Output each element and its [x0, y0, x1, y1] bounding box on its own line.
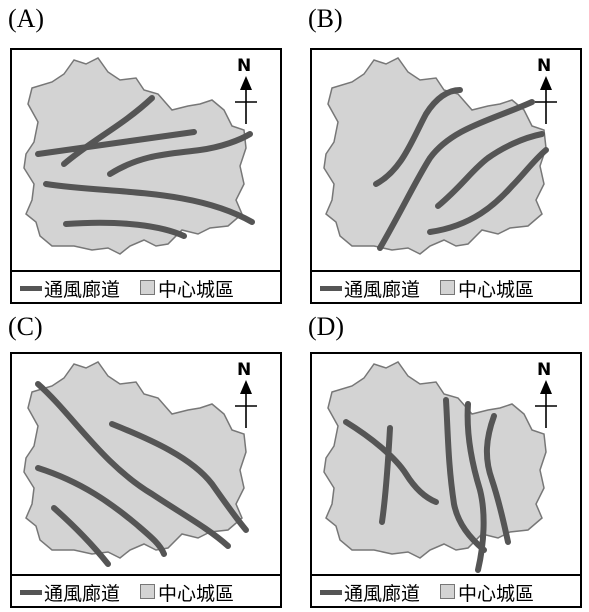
map-b [323, 57, 549, 255]
corridor-legend-swatch [20, 590, 42, 595]
corridor-legend-swatch [320, 286, 342, 291]
city-legend-label: 中心城區 [158, 583, 235, 605]
north-arrow-icon [235, 380, 257, 428]
north-arrow: N [534, 360, 558, 430]
central-city-area [23, 57, 247, 255]
map-d [323, 361, 547, 573]
corridor-b-3 [435, 131, 545, 209]
legend: 通風廊道 中心城區 [12, 270, 280, 302]
corridor-c-2 [109, 421, 249, 533]
corridor-a-5 [63, 219, 187, 239]
panel-b: (B) N 通風廊道 中心城區 [308, 4, 584, 304]
corridor-legend-label: 通風廊道 [344, 279, 421, 301]
panel-label: (A) [8, 4, 45, 33]
city-legend-label: 中心城區 [158, 279, 235, 301]
corridor-c-1 [35, 381, 231, 549]
panel-label: (C) [8, 312, 43, 341]
city-legend-label: 中心城區 [458, 279, 535, 301]
north-arrow-icon [235, 76, 257, 124]
corridor-a-4 [43, 181, 255, 225]
north-arrow-icon [535, 76, 557, 124]
north-arrow: N [234, 360, 258, 430]
corridor-d-4 [464, 401, 487, 573]
map-frame: N 通風廊道 中心城區 [10, 352, 282, 608]
city-legend-swatch [440, 584, 455, 599]
map-c [23, 361, 249, 567]
city-legend-swatch [140, 584, 155, 599]
corridor-a-1 [35, 129, 197, 157]
north-arrow-icon [535, 380, 557, 428]
corridor-c-4 [51, 505, 111, 567]
panel-d: (D) N 通風廊道 中心城區 [308, 312, 584, 610]
corridor-legend-label: 通風廊道 [44, 583, 121, 605]
corridor-d-2 [379, 425, 393, 525]
corridor-d-5 [483, 413, 511, 545]
corridor-legend-swatch [320, 590, 342, 595]
panel-c: (C) N 通風廊道 中心城區 [8, 312, 284, 610]
corridor-c-3 [35, 465, 167, 557]
map-frame: N 通風廊道 中心城區 [310, 352, 582, 608]
city-legend-label: 中心城區 [458, 583, 535, 605]
north-label: N [537, 360, 552, 380]
corridor-b-4 [427, 147, 549, 235]
corridor-a-3 [107, 131, 253, 177]
legend: 通風廊道 中心城區 [312, 574, 580, 606]
city-legend-swatch [440, 280, 455, 295]
legend: 通風廊道 中心城區 [12, 574, 280, 606]
north-label: N [237, 56, 252, 76]
legend: 通風廊道 中心城區 [312, 270, 580, 302]
north-arrow: N [534, 56, 558, 126]
north-label: N [537, 56, 552, 76]
north-arrow: N [234, 56, 258, 126]
corridor-d-1 [343, 419, 439, 505]
city-legend-swatch [140, 280, 155, 295]
corridor-legend-label: 通風廊道 [344, 583, 421, 605]
corridor-a-2 [61, 95, 155, 167]
panel-label: (B) [308, 4, 343, 33]
corridor-legend-label: 通風廊道 [44, 279, 121, 301]
map-frame: N 通風廊道 中心城區 [310, 48, 582, 304]
panel-label: (D) [308, 312, 345, 341]
central-city-area [23, 361, 247, 559]
panel-a: (A) N 通風廊道 中心城區 [8, 4, 284, 304]
corridor-b-2 [377, 99, 535, 251]
map-a [23, 57, 255, 255]
corridor-b-1 [373, 87, 463, 187]
central-city-area [323, 361, 547, 559]
map-frame: N 通風廊道 中心城區 [10, 48, 282, 304]
north-label: N [237, 360, 252, 380]
corridor-d-3 [443, 397, 487, 553]
corridor-legend-swatch [20, 286, 42, 291]
